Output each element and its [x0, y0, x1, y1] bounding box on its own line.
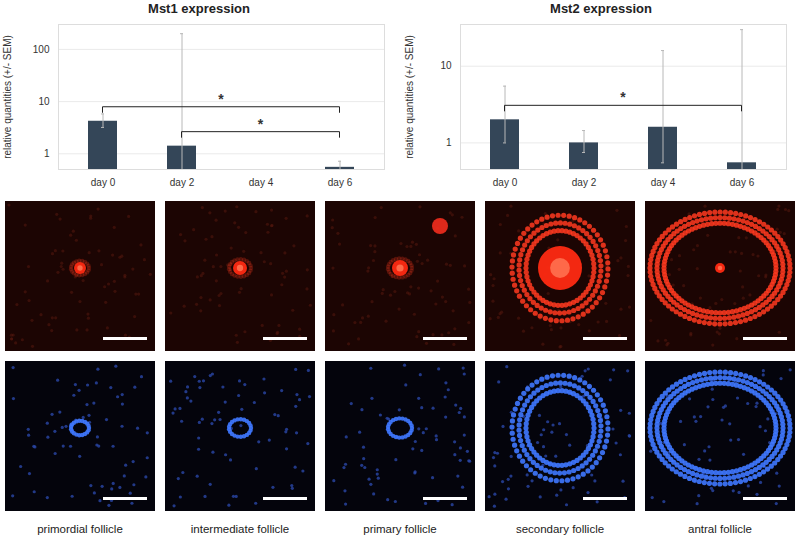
html-text:Mst2 expression: Mst2 expression: [550, 1, 652, 16]
svg-text:1: 1: [44, 148, 50, 159]
svg-text:*: *: [218, 91, 224, 107]
html-text:intermediate follicle: intermediate follicle: [190, 523, 290, 535]
svg-text:relative quantities (+/- SEM): relative quantities (+/- SEM): [404, 35, 415, 159]
html-text:primary follicle: primary follicle: [363, 523, 437, 535]
html-text:antral follicle: antral follicle: [688, 523, 752, 535]
svg-text:relative quantities (+/- SEM): relative quantities (+/- SEM): [2, 35, 13, 159]
svg-text:*: *: [258, 116, 264, 132]
svg-text:day 6: day 6: [730, 177, 755, 188]
svg-text:day 0: day 0: [91, 177, 116, 188]
svg-text:*: *: [620, 89, 626, 105]
svg-text:day 2: day 2: [572, 177, 597, 188]
html-text:secondary follicle: secondary follicle: [515, 523, 605, 535]
svg-text:day 2: day 2: [170, 177, 195, 188]
svg-text:100: 100: [33, 44, 50, 55]
svg-text:day 4: day 4: [651, 177, 676, 188]
svg-text:10: 10: [38, 96, 50, 107]
svg-text:10: 10: [440, 60, 452, 71]
svg-text:day 6: day 6: [328, 177, 353, 188]
html-text:Mst1 expression: Mst1 expression: [148, 1, 250, 16]
svg-text:day 0: day 0: [493, 177, 518, 188]
svg-text:1: 1: [446, 137, 452, 148]
html-text:primordial follicle: primordial follicle: [37, 523, 123, 535]
svg-text:day 4: day 4: [249, 177, 274, 188]
